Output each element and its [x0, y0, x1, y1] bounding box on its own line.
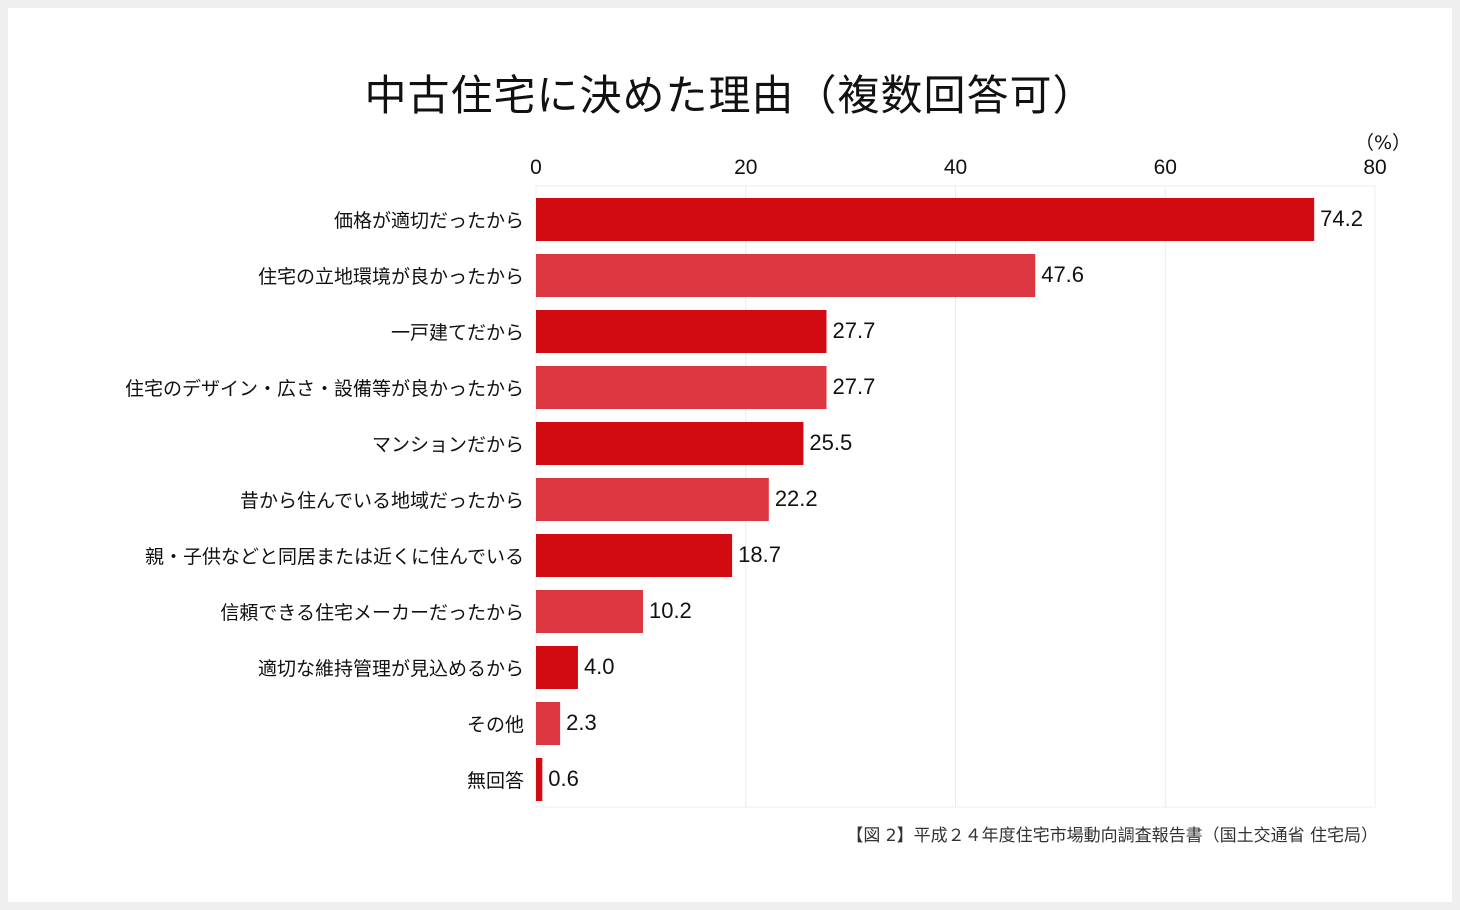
source-note: 【図 2】平成２４年度住宅市場動向調査報告書（国土交通省 住宅局）: [846, 826, 1378, 846]
data-label: 27.7: [833, 374, 876, 399]
bar: [536, 310, 827, 353]
bar: [536, 758, 543, 801]
category-label: 昔から住んでいる地域だったから: [240, 490, 524, 512]
chart-title: 中古住宅に決めた理由（複数回答可）: [364, 71, 1096, 120]
category-label: 一戸建てだから: [391, 322, 524, 344]
category-label: 住宅の立地環境が良かったから: [258, 266, 524, 288]
x-tick-label: 40: [944, 156, 967, 179]
x-tick-label: 0: [530, 156, 542, 179]
data-label: 2.3: [566, 710, 597, 735]
category-label: 信頼できる住宅メーカーだったから: [220, 602, 524, 624]
bar: [536, 590, 643, 633]
bar: [536, 534, 733, 577]
data-label: 4.0: [584, 654, 615, 679]
category-label: 価格が適切だったから: [334, 210, 524, 232]
data-label: 25.5: [809, 430, 852, 455]
data-label: 27.7: [833, 318, 876, 343]
data-label: 18.7: [738, 542, 781, 567]
x-tick-label: 20: [734, 156, 757, 179]
data-label: 22.2: [775, 486, 818, 511]
data-label: 74.2: [1320, 206, 1363, 231]
bar: [536, 702, 561, 745]
x-tick-label: 60: [1154, 156, 1177, 179]
category-label: マンションだから: [372, 434, 524, 456]
data-label: 0.6: [548, 766, 579, 791]
bar: [536, 478, 769, 521]
category-label: 適切な維持管理が見込めるから: [258, 658, 524, 680]
category-label: 親・子供などと同居または近くに住んでいる: [145, 546, 524, 568]
bar: [536, 198, 1315, 241]
x-tick-label: 80: [1363, 156, 1386, 179]
unit-label: （%）: [1355, 132, 1412, 154]
category-label: その他: [467, 714, 524, 736]
bar: [536, 646, 578, 689]
data-label: 47.6: [1041, 262, 1084, 287]
bar: [536, 254, 1036, 297]
category-label: 住宅のデザイン・広さ・設備等が良かったから: [125, 378, 524, 400]
data-label: 10.2: [649, 598, 692, 623]
bar: [536, 422, 804, 465]
category-label: 無回答: [467, 770, 524, 792]
bar: [536, 366, 827, 409]
